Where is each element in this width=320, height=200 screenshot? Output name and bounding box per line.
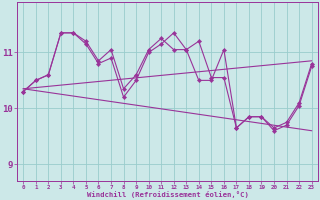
X-axis label: Windchill (Refroidissement éolien,°C): Windchill (Refroidissement éolien,°C)	[86, 191, 248, 198]
